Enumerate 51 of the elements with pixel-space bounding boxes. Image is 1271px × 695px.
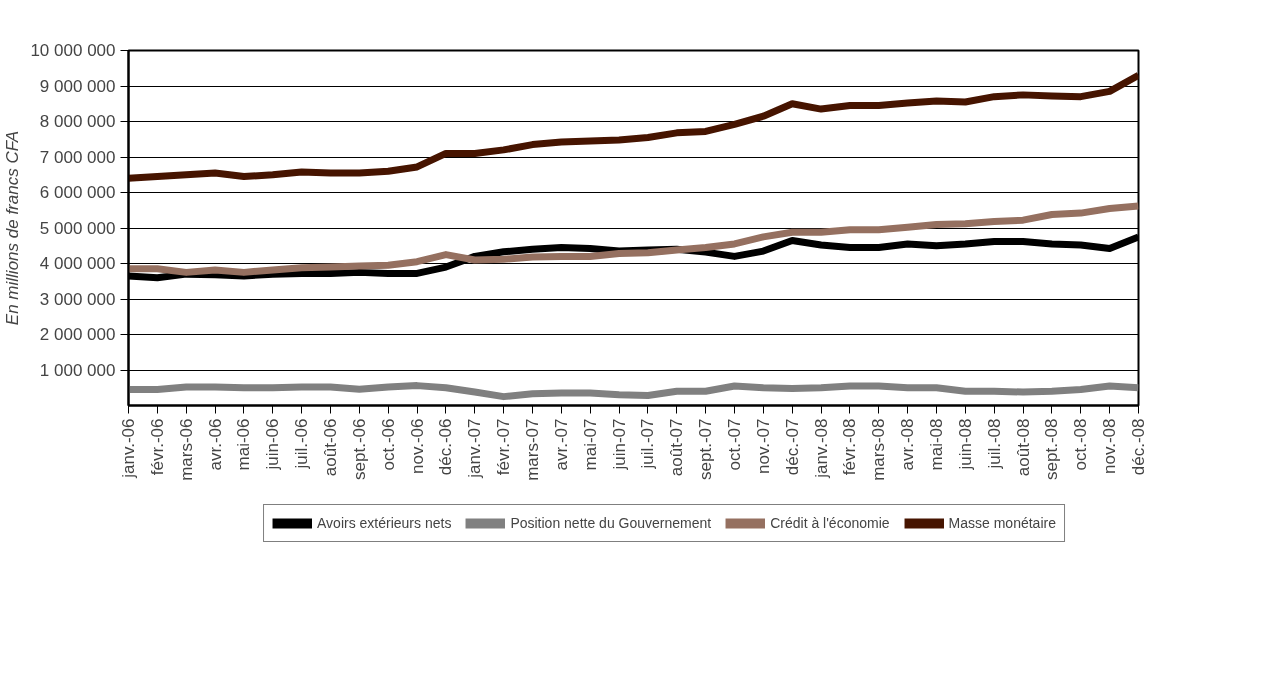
x-tick-label: janv.-06 [119,418,138,479]
x-tick-label: juil.-08 [984,418,1004,470]
x-tick-label: déc.-08 [1129,418,1148,476]
x-tick-label: juin-06 [263,418,283,471]
y-tick-label: 3 000 000 [39,289,116,309]
x-tick-label: nov.-06 [407,418,427,474]
x-tick-label: oct.-06 [378,418,398,471]
x-tick-label: déc.-06 [436,418,456,476]
x-tick-label: juil.-06 [292,418,312,470]
y-tick-label: 4 000 000 [39,254,116,273]
x-tick-label: juin-07 [609,418,629,471]
y-tick-label: 6 000 000 [39,183,116,202]
x-tick-label: déc.-07 [782,418,802,476]
legend-label: Avoirs extérieurs nets [317,515,452,531]
x-tick-label: janv.-07 [465,418,485,479]
x-tick-label: sept.-08 [1042,418,1062,480]
x-tick-label: janv.-08 [811,418,831,479]
x-tick-label: août-07 [667,418,687,477]
x-tick-label: nov.-07 [753,418,773,474]
x-tick-label: sept.-07 [696,418,716,480]
y-tick-label: 2 000 000 [39,325,116,344]
x-tick-label: oct.-07 [725,418,744,471]
x-tick-label: mai-08 [927,418,946,471]
x-tick-label: avr.-06 [205,418,225,471]
x-tick-label: sept.-06 [349,418,369,480]
y-tick-label: 5 000 000 [39,218,116,238]
x-tick-label: avr.-07 [551,418,571,471]
x-tick-label: juin-08 [955,418,975,471]
x-tick-label: juil.-07 [638,418,658,470]
y-tick-label: 10 000 000 [30,41,116,60]
x-tick-label: août-06 [321,418,340,477]
x-tick-label: mars-06 [176,418,196,481]
y-axis-title: En millions de francs CFA [3,130,23,326]
y-tick-label: 1 000 000 [39,360,116,380]
legend-label: Masse monétaire [948,515,1056,531]
x-tick-label: nov.-08 [1100,418,1120,474]
y-tick-label: 8 000 000 [39,112,116,131]
y-tick-label: 7 000 000 [39,147,116,167]
x-tick-label: août-08 [1013,418,1033,477]
x-tick-label: avr.-08 [898,418,918,471]
x-tick-label: mai-06 [234,418,254,471]
legend-label: Crédit à l'économie [770,515,890,531]
x-tick-label: mars-08 [869,418,889,481]
x-tick-label: févr.-07 [494,418,514,476]
x-tick-label: mai-07 [580,418,600,471]
legend-label: Position nette du Gouvernement [510,515,712,531]
x-tick-label: févr.-06 [147,418,167,476]
y-tick-label: 9 000 000 [39,76,116,96]
x-tick-label: mars-07 [523,418,542,481]
x-tick-label: févr.-08 [840,418,860,476]
x-tick-label: oct.-08 [1071,418,1091,471]
